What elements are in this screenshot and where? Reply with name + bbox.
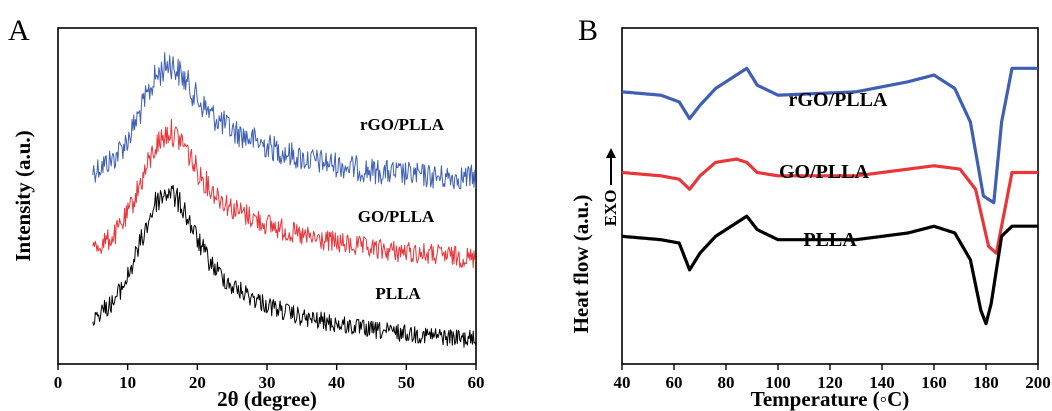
panel-b: B 40 60 80 100 120 140 160 180 200 rGO/PLLA GO/PL… (569, 14, 1051, 411)
panel-a-series-labels: rGO/PLLA GO/PLLA PLLA (358, 115, 445, 303)
panel-b-letter: B (578, 14, 598, 47)
panel-b-exo-arrow (606, 148, 616, 185)
x-tick-label: 180 (973, 373, 999, 392)
series-line-plla (92, 184, 477, 348)
panel-b-x-axis-title: Temperature (◦C) (751, 387, 910, 411)
series-line-rgo-plla (621, 66, 1039, 205)
series-line-plla (621, 214, 1039, 326)
x-tick-label: 120 (817, 373, 843, 392)
series-label-rgo-plla: rGO/PLLA (789, 89, 888, 111)
panel-b-exo-label: EXO (601, 190, 620, 227)
panel-a-y-axis-title: Intensity (a.u.) (11, 130, 35, 261)
panel-b-series-labels: rGO/PLLA GO/PLLA PLLA (779, 89, 888, 251)
x-tick-label: 60 (666, 373, 683, 392)
x-tick-label: 80 (718, 373, 735, 392)
panel-b-y-axis-title: Heat flow (a.u.) (569, 195, 593, 334)
x-tick-label: 40 (328, 373, 345, 392)
panel-a-x-ticks: 0 10 20 30 40 50 60 (54, 364, 485, 392)
series-line-go-plla (621, 157, 1039, 255)
x-tick-label: 140 (869, 373, 895, 392)
panel-a-series (92, 52, 477, 348)
x-tick-label: 50 (398, 373, 415, 392)
x-tick-label: 60 (468, 373, 485, 392)
panel-a-x-axis-title: 2θ (degree) (217, 387, 317, 411)
x-tick-label: 10 (119, 373, 136, 392)
series-label-go-plla: GO/PLLA (358, 207, 435, 226)
panel-b-x-ticks: 40 60 80 100 120 140 160 180 200 (614, 364, 1051, 392)
series-label-plla: PLLA (803, 229, 857, 251)
x-tick-label: 160 (921, 373, 947, 392)
series-label-plla: PLLA (375, 284, 421, 303)
panel-a: A 0 10 20 30 40 50 60 rGO/PLLA GO/PLLA PLLA 2θ (… (8, 14, 485, 411)
x-tick-label: 30 (259, 373, 276, 392)
x-tick-label: 40 (614, 373, 631, 392)
series-label-rgo-plla: rGO/PLLA (360, 115, 445, 134)
series-line-rgo-plla (92, 52, 477, 190)
panel-a-letter: A (8, 14, 30, 47)
x-tick-label: 100 (765, 373, 791, 392)
x-tick-label: 20 (189, 373, 206, 392)
x-tick-label: 0 (54, 373, 63, 392)
panel-b-series (621, 66, 1039, 326)
series-line-go-plla (92, 118, 477, 269)
panel-a-plot-area (57, 27, 477, 365)
series-label-go-plla: GO/PLLA (779, 161, 870, 183)
x-tick-label: 200 (1025, 373, 1051, 392)
